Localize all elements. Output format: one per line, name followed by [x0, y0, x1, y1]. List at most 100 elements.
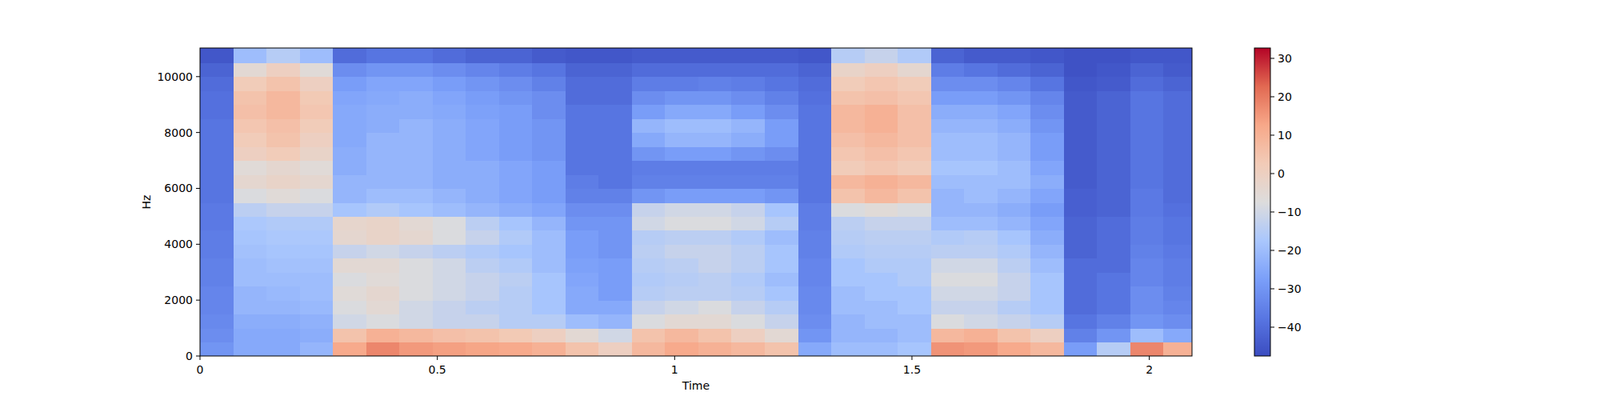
cell	[897, 314, 932, 329]
cell	[332, 146, 367, 161]
cell	[664, 258, 699, 273]
cell	[1163, 258, 1192, 273]
cell	[798, 230, 832, 245]
cell	[764, 132, 799, 148]
cell	[565, 286, 600, 301]
cell	[1096, 188, 1131, 203]
cell	[1130, 48, 1164, 64]
cell	[300, 90, 334, 105]
cell	[1163, 146, 1192, 161]
cell	[1064, 202, 1098, 217]
colorbar-tick	[1270, 211, 1275, 212]
cell	[931, 174, 965, 189]
cell	[764, 174, 799, 189]
cell	[300, 202, 334, 217]
cell	[997, 76, 1032, 92]
cell	[465, 230, 500, 245]
cell	[399, 328, 433, 343]
colorbar-tick-label: −20	[1277, 244, 1302, 257]
cell	[300, 342, 334, 356]
cell	[897, 188, 932, 203]
cell	[366, 174, 400, 189]
cell	[1064, 244, 1098, 259]
cell	[266, 146, 300, 161]
cell	[897, 174, 932, 189]
cell	[266, 216, 300, 231]
cell	[233, 76, 268, 92]
cell	[664, 146, 699, 161]
cell	[1064, 118, 1098, 133]
cell	[366, 258, 400, 273]
cell	[964, 104, 998, 120]
cell	[1030, 90, 1064, 105]
cell	[565, 160, 600, 176]
cell	[964, 90, 998, 105]
cell	[931, 62, 965, 77]
cell	[1030, 286, 1064, 301]
cell	[632, 314, 666, 329]
cell	[964, 230, 998, 245]
cell	[698, 174, 732, 189]
cell	[1096, 146, 1131, 161]
cell	[1163, 62, 1192, 77]
cell	[1064, 328, 1098, 343]
cell	[233, 216, 268, 231]
cell	[565, 272, 600, 287]
cell	[764, 300, 799, 315]
y-tick	[196, 356, 200, 357]
cell	[266, 202, 300, 217]
cell	[1130, 216, 1164, 231]
cell	[664, 90, 699, 105]
cell	[465, 118, 500, 133]
cell	[465, 160, 500, 176]
cell	[1096, 342, 1131, 356]
cell	[831, 202, 865, 217]
cell	[465, 48, 500, 64]
cell	[1163, 90, 1192, 105]
cell	[432, 104, 467, 120]
cell	[233, 132, 268, 148]
plot-frame	[200, 48, 1192, 356]
cell	[399, 188, 433, 203]
cell	[632, 258, 666, 273]
cell	[266, 342, 300, 356]
cell	[798, 104, 832, 120]
cell	[432, 146, 467, 161]
cell	[1030, 300, 1064, 315]
cell	[532, 76, 566, 92]
cell	[664, 188, 699, 203]
cell	[798, 188, 832, 203]
cell	[1163, 244, 1192, 259]
colorbar-tick	[1270, 172, 1275, 174]
cell	[200, 272, 234, 287]
cell	[632, 188, 666, 203]
cell	[366, 90, 400, 105]
cell	[332, 258, 367, 273]
y-axis-label: Hz	[140, 195, 153, 210]
cell	[831, 146, 865, 161]
cell	[366, 244, 400, 259]
cell	[465, 146, 500, 161]
cell	[964, 174, 998, 189]
cell	[1096, 258, 1131, 273]
cell	[1096, 230, 1131, 245]
cell	[465, 300, 500, 315]
cell	[664, 286, 699, 301]
cell	[731, 286, 765, 301]
cell	[632, 342, 666, 356]
cell	[698, 48, 732, 64]
cell	[931, 244, 965, 259]
cell	[499, 132, 533, 148]
cell	[300, 118, 334, 133]
cell	[931, 132, 965, 148]
cell	[366, 132, 400, 148]
cell	[300, 62, 334, 77]
cell	[997, 104, 1032, 120]
cell	[366, 48, 400, 64]
cell	[632, 272, 666, 287]
cell	[332, 342, 367, 356]
cell	[664, 62, 699, 77]
cell	[399, 300, 433, 315]
cell	[565, 174, 600, 189]
cell	[432, 174, 467, 189]
